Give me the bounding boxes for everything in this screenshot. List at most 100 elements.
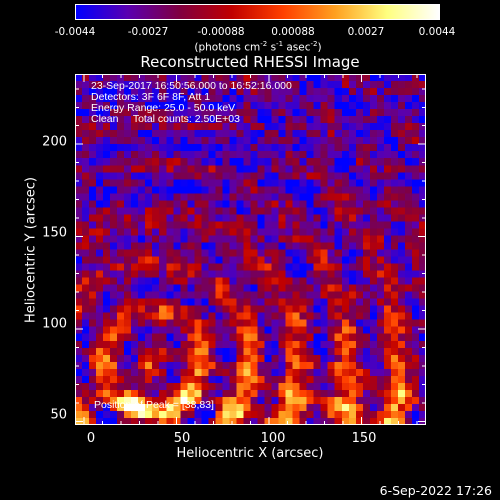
heatmap-cell	[369, 382, 378, 391]
heatmap-cell	[208, 277, 216, 285]
heatmap-cell	[166, 333, 174, 342]
heatmap-cell	[145, 256, 153, 264]
heatmap-cell	[180, 235, 188, 243]
heatmap-cell	[299, 74, 308, 82]
heatmap-cell	[215, 382, 223, 391]
heatmap-cell	[292, 193, 301, 201]
heatmap-cell	[250, 242, 258, 250]
heatmap-cell	[306, 312, 315, 321]
heatmap-cell	[236, 123, 244, 131]
heatmap-cell	[222, 396, 230, 405]
heatmap-cell	[159, 298, 167, 307]
heatmap-cell	[110, 284, 118, 293]
heatmap-cell	[187, 186, 195, 194]
heatmap-cell	[411, 256, 420, 264]
heatmap-cell	[131, 417, 139, 425]
heatmap-cell	[75, 193, 83, 201]
heatmap-cell	[187, 95, 195, 103]
heatmap-cell	[208, 417, 216, 425]
heatmap-cell	[103, 109, 111, 117]
heatmap-cell	[397, 151, 406, 159]
heatmap-cell	[103, 291, 111, 300]
heatmap-cell	[390, 88, 399, 96]
heatmap-cell	[390, 165, 399, 173]
heatmap-cell	[124, 193, 132, 201]
heatmap-cell	[334, 235, 343, 243]
heatmap-cell	[243, 375, 251, 384]
heatmap-cell	[180, 81, 188, 89]
heatmap-cell	[110, 235, 118, 243]
heatmap-cell	[145, 137, 153, 145]
heatmap-cell	[215, 256, 223, 264]
heatmap-cell	[103, 172, 111, 180]
heatmap-cell	[173, 319, 181, 328]
heatmap-cell	[327, 291, 336, 300]
heatmap-cell	[397, 221, 406, 229]
heatmap-cell	[75, 382, 83, 391]
heatmap-cell	[138, 382, 146, 391]
heatmap-cell	[313, 137, 322, 145]
heatmap-cell	[145, 116, 153, 124]
heatmap-cell	[173, 172, 181, 180]
heatmap-cell	[82, 326, 90, 335]
heatmap-cell	[117, 277, 125, 285]
heatmap-cell	[292, 179, 301, 187]
heatmap-cell	[236, 256, 244, 264]
heatmap-cell	[250, 347, 258, 356]
heatmap-cell	[397, 291, 406, 300]
y-tick-label: 50	[50, 407, 67, 423]
heatmap-cell	[383, 242, 392, 250]
heatmap-cell	[341, 158, 350, 166]
heatmap-cell	[159, 81, 167, 89]
heatmap-cell	[208, 326, 216, 335]
heatmap-cell	[320, 333, 329, 342]
heatmap-cell	[159, 417, 167, 425]
heatmap-cell	[215, 137, 223, 145]
heatmap-cell	[96, 410, 104, 419]
heatmap-cell	[299, 382, 308, 391]
heatmap-cell	[404, 326, 413, 335]
heatmap-cell	[285, 249, 294, 257]
heatmap-cell	[292, 326, 301, 335]
heatmap-cell	[187, 340, 195, 349]
heatmap-cell	[201, 382, 209, 391]
heatmap-cell	[327, 368, 336, 377]
heatmap-cell	[376, 228, 385, 236]
heatmap-cell	[96, 207, 104, 215]
heatmap-cell	[390, 249, 399, 257]
heatmap-cell	[145, 165, 153, 173]
heatmap-cell	[341, 340, 350, 349]
heatmap-cell	[222, 340, 230, 349]
heatmap-cell	[222, 151, 230, 159]
heatmap-cell	[376, 221, 385, 229]
heatmap-cell	[278, 319, 286, 328]
heatmap-cell	[320, 116, 329, 124]
heatmap-cell	[103, 81, 111, 89]
heatmap-cell	[264, 298, 272, 307]
heatmap-cell	[110, 410, 118, 419]
heatmap-cell	[138, 228, 146, 236]
heatmap-cell	[313, 326, 322, 335]
heatmap-cell	[383, 144, 392, 152]
heatmap-cell	[411, 249, 420, 257]
heatmap-cell	[138, 200, 146, 208]
heatmap-cell	[327, 263, 336, 271]
heatmap-cell	[299, 109, 308, 117]
heatmap-cell	[257, 144, 265, 152]
heatmap-cell	[96, 361, 104, 370]
heatmap-cell	[187, 312, 195, 321]
heatmap-cell	[124, 249, 132, 257]
heatmap-cell	[243, 312, 251, 321]
heatmap-cell	[292, 298, 301, 307]
heatmap-cell	[82, 256, 90, 264]
heatmap-cell	[222, 298, 230, 307]
heatmap-cell	[201, 347, 209, 356]
heatmap-cell	[96, 417, 104, 425]
heatmap-cell	[96, 333, 104, 342]
heatmap-cell	[355, 312, 364, 321]
heatmap-cell	[264, 319, 272, 328]
heatmap-cell	[201, 137, 209, 145]
heatmap-cell	[348, 74, 357, 82]
heatmap-cell	[418, 207, 426, 215]
heatmap-cell	[243, 410, 251, 419]
